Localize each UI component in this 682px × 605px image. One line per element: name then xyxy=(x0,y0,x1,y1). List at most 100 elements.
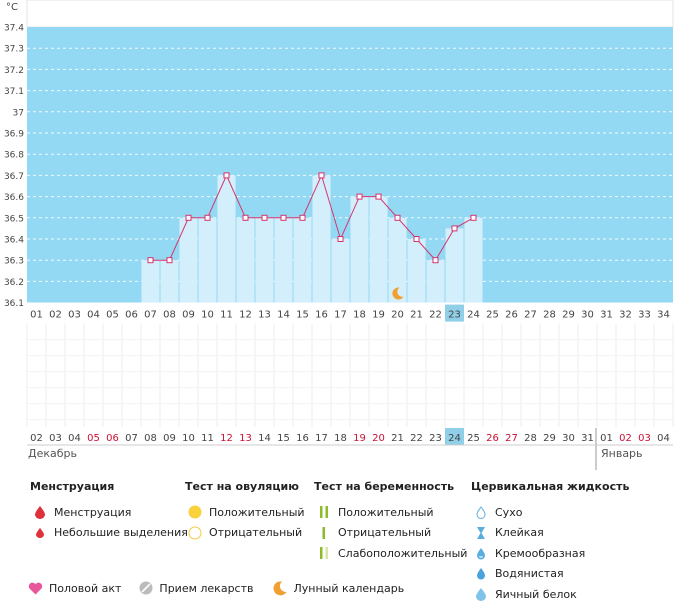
one-line-icon xyxy=(314,526,334,539)
calendar-date-label: 22 xyxy=(410,433,423,444)
chart-plot-area xyxy=(27,27,673,303)
legend-label: Слабоположительный xyxy=(338,546,468,560)
calendar-date-label: 16 xyxy=(296,433,309,444)
legend-label: Сухо xyxy=(495,505,523,519)
legend-item-pregnancy-positive: Положительный xyxy=(314,502,467,523)
cycle-day-label: 21 xyxy=(410,310,423,321)
legend-cervical: Цервикальная жидкость Сухо Клейкая Кремо… xyxy=(471,480,629,605)
y-tick-label: 36.1 xyxy=(4,299,24,309)
legend-label: Половой акт xyxy=(49,581,122,595)
cycle-day-label: 34 xyxy=(657,310,670,321)
cycle-day-label: 27 xyxy=(524,310,537,321)
cycle-day-label: 03 xyxy=(68,310,81,321)
calendar-date-label: 07 xyxy=(125,433,138,444)
cycle-day-label: 17 xyxy=(334,310,347,321)
cycle-day-label: 09 xyxy=(182,310,195,321)
calendar-date-label: 17 xyxy=(315,433,328,444)
calendar-date-label: 26 xyxy=(486,433,499,444)
cycle-day-label: 06 xyxy=(125,310,138,321)
legend-label: Яичный белок xyxy=(495,587,577,601)
cycle-day-label: 19 xyxy=(372,310,385,321)
legend-pregnancy: Тест на беременность Положительный Отриц… xyxy=(314,480,467,564)
legend-menstruation-title: Менструация xyxy=(30,480,115,493)
calendar-date-label: 14 xyxy=(258,433,271,444)
calendar-date-label: 09 xyxy=(163,433,176,444)
legend-ovulation-title: Тест на овуляцию xyxy=(185,480,299,493)
temperature-bar xyxy=(160,260,179,303)
temperature-bar xyxy=(445,228,464,303)
calendar-date-label: 28 xyxy=(524,433,537,444)
legend-item-spotting: Небольшие выделения xyxy=(30,523,188,544)
temperature-bar xyxy=(388,217,407,303)
cycle-day-label: 32 xyxy=(619,310,632,321)
legend-label: Прием лекарств xyxy=(159,581,254,595)
legend-item-lunar: Лунный календарь xyxy=(272,580,404,596)
empty-yellow-circle-icon xyxy=(185,526,205,540)
y-tick-label: 37.3 xyxy=(4,45,24,55)
legend-pregnancy-title: Тест на беременность xyxy=(314,480,455,493)
temperature-point xyxy=(318,172,325,179)
faint-lines-icon xyxy=(314,547,334,560)
legend-item-creamy: Кремообразная xyxy=(471,543,629,564)
calendar-date-label: 15 xyxy=(277,433,290,444)
temperature-bar xyxy=(255,217,274,303)
temperature-point xyxy=(242,214,249,221)
legend-item-egg-white: Яичный белок xyxy=(471,584,629,605)
legend-label: Положительный xyxy=(209,505,305,519)
temperature-point xyxy=(413,236,420,242)
y-tick-label: 37.4 xyxy=(4,24,24,34)
calendar-date-label: 18 xyxy=(334,433,347,444)
calendar-date-label: 31 xyxy=(581,433,594,444)
temperature-bar xyxy=(426,260,445,303)
calendar-date-label: 12 xyxy=(220,433,233,444)
calendar-date-label: 24 xyxy=(448,433,461,444)
temperature-point xyxy=(223,172,230,179)
temperature-point xyxy=(356,193,363,200)
temperature-point xyxy=(432,257,439,264)
legend-cervical-title: Цервикальная жидкость xyxy=(471,480,630,493)
legend-item-ovulation-negative: Отрицательный xyxy=(185,523,305,544)
legend-label: Отрицательный xyxy=(209,526,303,540)
temperature-bar xyxy=(369,196,388,303)
blood-drop-icon xyxy=(30,505,50,519)
calendar-date-label: 04 xyxy=(657,433,670,444)
cycle-day-label: 02 xyxy=(49,310,62,321)
y-unit-label: °C xyxy=(6,2,18,13)
calendar-date-label: 08 xyxy=(144,433,157,444)
calendar-date-label: 01 xyxy=(600,433,613,444)
calendar-date-label: 05 xyxy=(87,433,100,444)
y-tick-label: 37 xyxy=(13,108,24,118)
calendar-date-label: 25 xyxy=(467,433,480,444)
calendar-date-label: 19 xyxy=(353,433,366,444)
calendar-date-label: 27 xyxy=(505,433,518,444)
temperature-point xyxy=(470,214,477,221)
temperature-point xyxy=(261,214,268,221)
cycle-day-label: 11 xyxy=(220,310,233,321)
cycle-day-label: 31 xyxy=(600,310,613,321)
legend-label: Небольшие выделения xyxy=(54,526,188,540)
egg-white-drop-icon xyxy=(471,587,491,601)
temperature-bar xyxy=(141,260,160,303)
cycle-day-label: 12 xyxy=(239,310,252,321)
filled-yellow-circle-icon xyxy=(185,505,205,519)
legend-item-pregnancy-negative: Отрицательный xyxy=(314,523,467,544)
y-tick-label: 36.6 xyxy=(4,193,24,203)
cycle-day-label: 05 xyxy=(106,310,119,321)
legend-item-intercourse: Половой акт xyxy=(28,582,121,595)
temperature-point xyxy=(166,257,173,264)
cycle-day-label: 07 xyxy=(144,310,157,321)
temperature-bar xyxy=(236,217,255,303)
temperature-bar xyxy=(350,196,369,303)
temperature-point xyxy=(280,214,287,221)
calendar-date-label: 23 xyxy=(429,433,442,444)
temperature-bar xyxy=(407,239,426,303)
bbt-chart: °C 37.4 37.3 37.2 37.1 37 36.9 36.8 36.7 36.6 36.5… xyxy=(4,0,674,470)
water-drop-icon xyxy=(471,567,491,580)
cycle-day-label: 26 xyxy=(505,310,518,321)
lunar-calendar-moon-icon xyxy=(392,287,404,300)
y-tick-label: 36.5 xyxy=(4,214,24,224)
cycle-day-label: 28 xyxy=(543,310,556,321)
calendar-date-label: 11 xyxy=(201,433,214,444)
cycle-day-label: 10 xyxy=(201,310,214,321)
temperature-bar xyxy=(464,217,483,303)
